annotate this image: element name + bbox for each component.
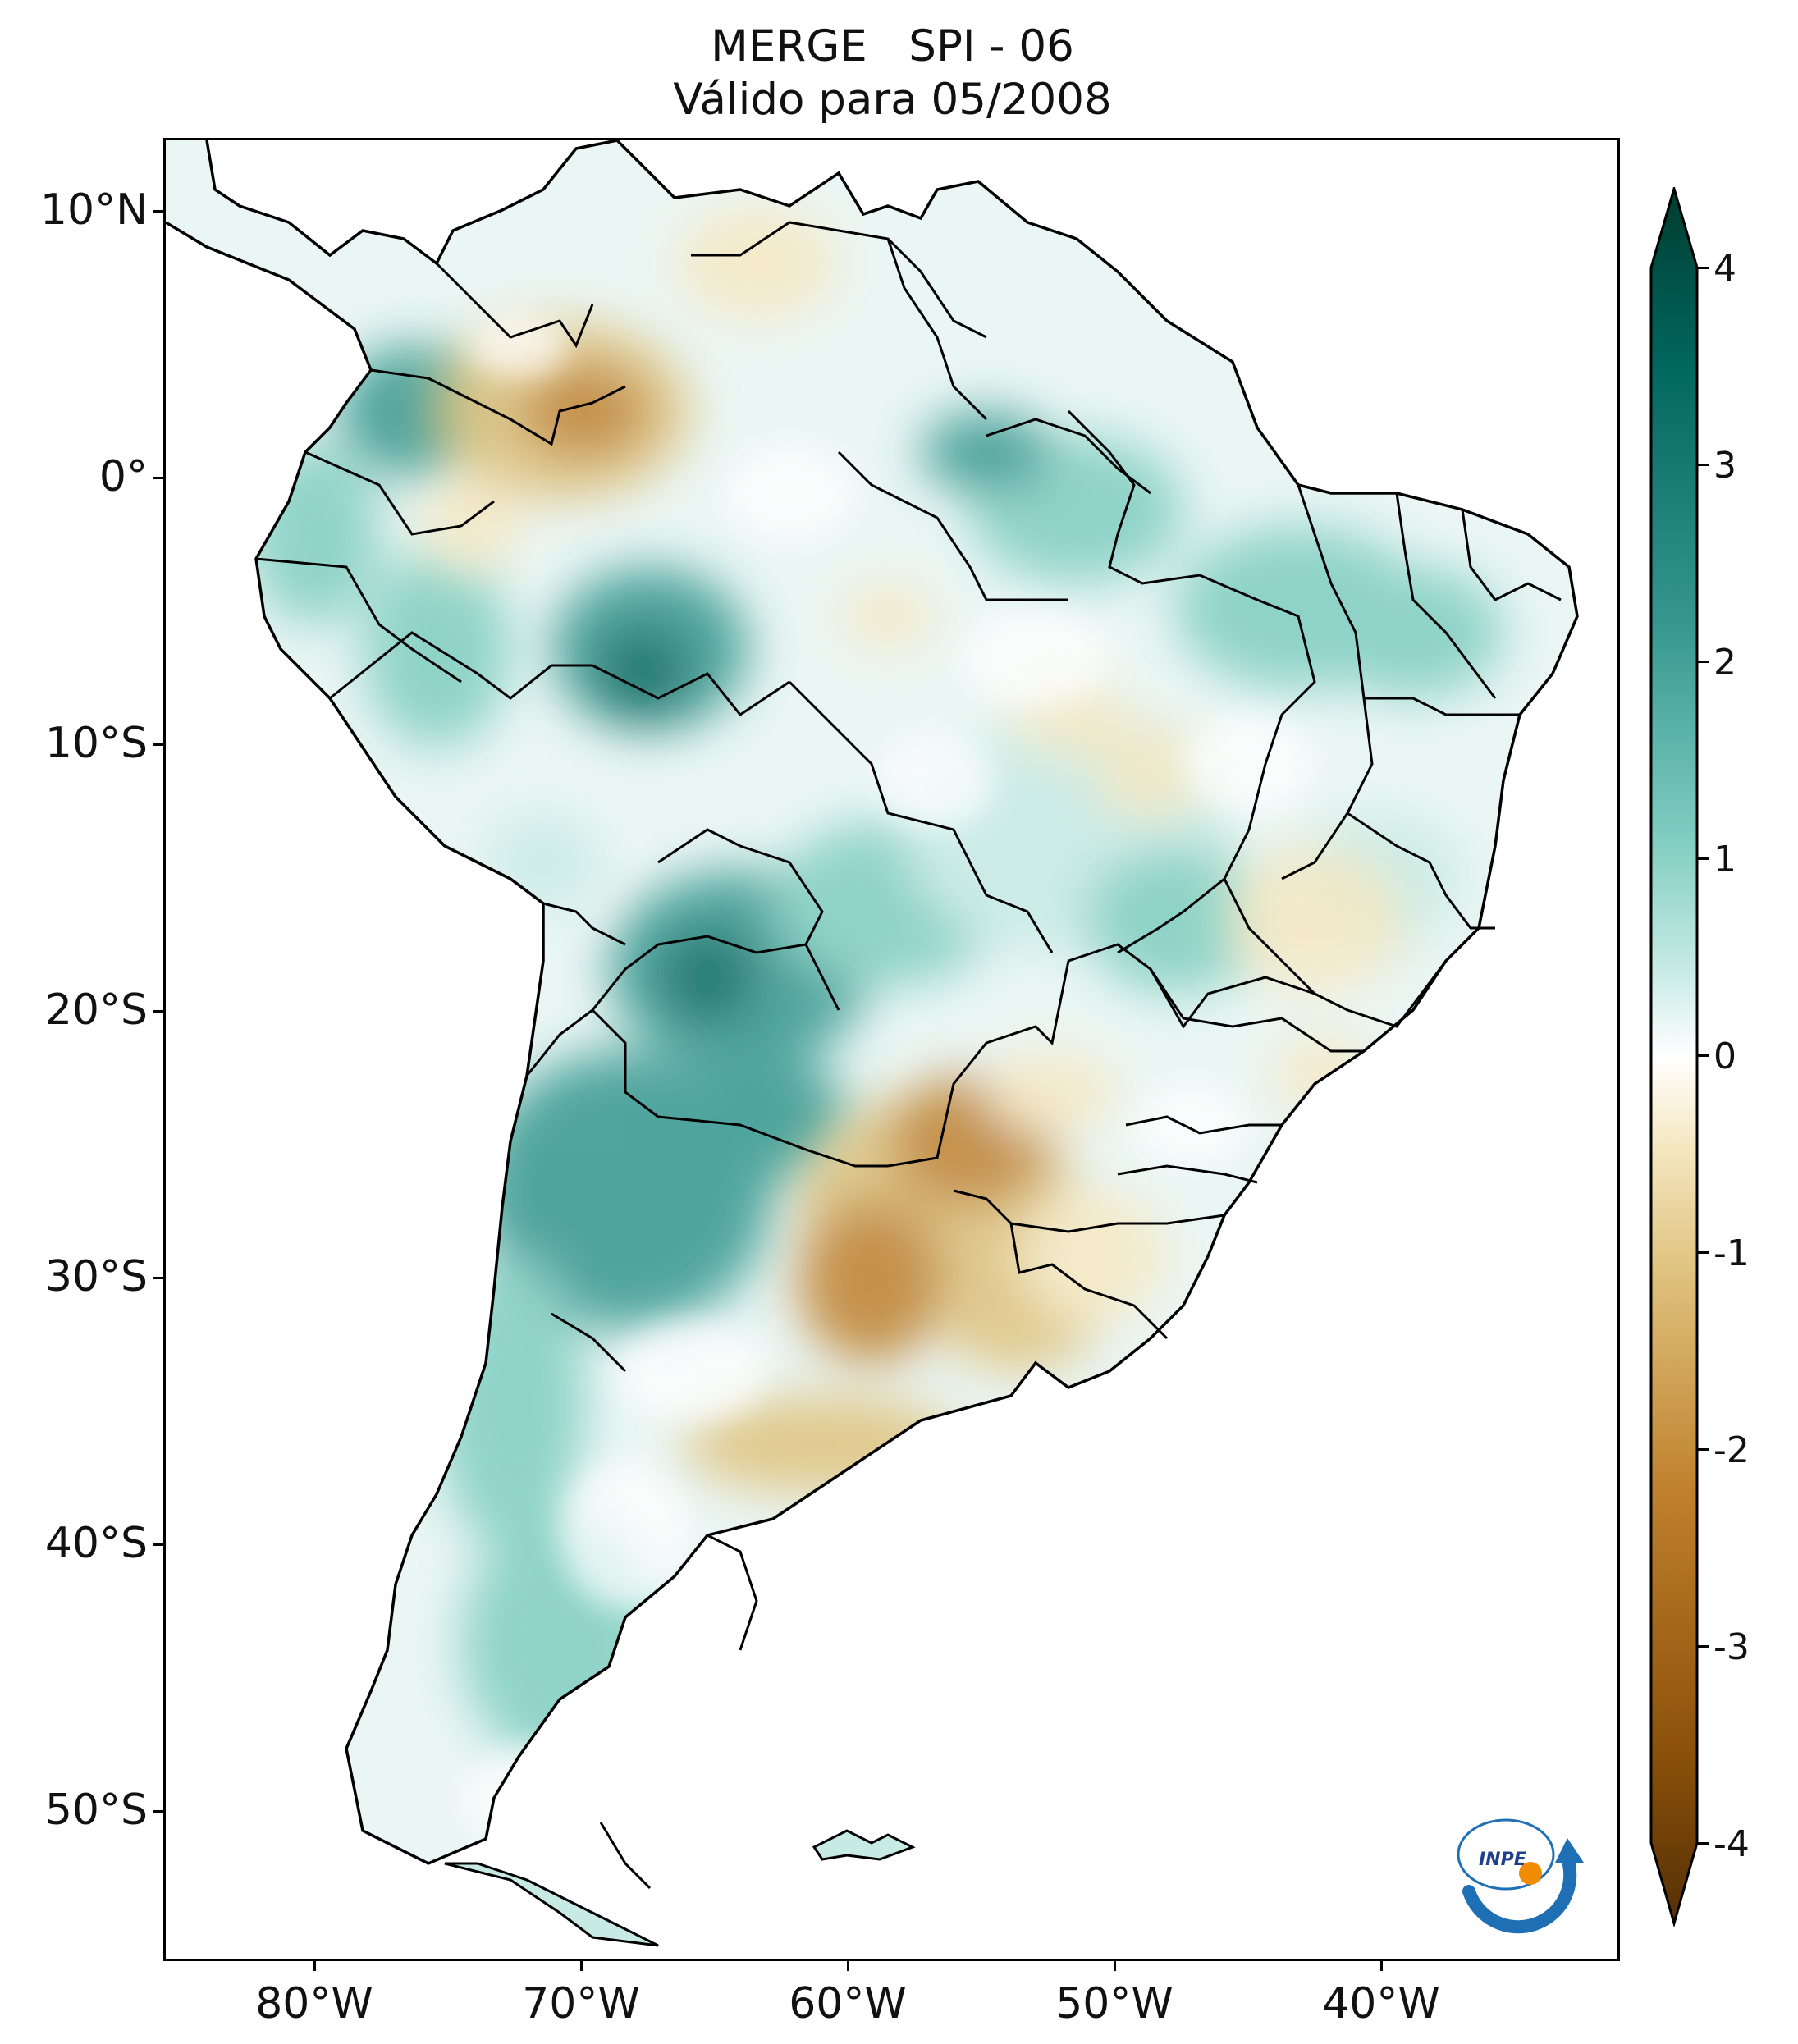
colorbar-tick [1697, 1842, 1709, 1845]
lat-tick [153, 743, 163, 746]
lat-label-10n: 10°N [39, 185, 148, 235]
lat-tick [153, 1810, 163, 1813]
lon-tick [847, 1961, 849, 1971]
falkland-islands [812, 1829, 916, 1861]
colorbar-tick [1697, 1448, 1709, 1451]
lon-label-40w: 40°W [1322, 1979, 1440, 2028]
colorbar-tick [1697, 1645, 1709, 1648]
colorbar-label-neg3: -3 [1713, 1626, 1750, 1668]
lon-label-70w: 70°W [522, 1979, 640, 2028]
borders [255, 221, 1562, 1890]
lat-tick [153, 210, 163, 213]
colorbar-tick [1697, 661, 1709, 663]
lat-label-0: 0° [98, 452, 148, 501]
colorbar-label-4: 4 [1713, 248, 1736, 290]
colorbar-label-neg2: -2 [1713, 1429, 1750, 1471]
colorbar-label-3: 3 [1713, 445, 1736, 487]
map-subtitle: Válido para 05/2008 [673, 75, 1112, 125]
colorbar-tick [1697, 1251, 1709, 1254]
inpe-logo: INPE [1457, 1818, 1584, 1934]
lat-tick [153, 477, 163, 479]
lon-tick [313, 1961, 316, 1971]
spi-field [166, 140, 1577, 1863]
lon-label-80w: 80°W [255, 1979, 373, 2028]
colorbar-tick [1697, 464, 1709, 466]
lon-tick [1380, 1961, 1383, 1971]
map-panel[interactable] [163, 138, 1620, 1961]
lat-label-20s: 20°S [44, 985, 148, 1035]
lon-tick [580, 1961, 583, 1971]
colorbar-tick [1697, 857, 1709, 860]
lat-tick [153, 1543, 163, 1546]
lat-tick [153, 1010, 163, 1013]
lon-label-50w: 50°W [1055, 1979, 1174, 2028]
tierra-del-fuego [444, 1862, 659, 1947]
lon-tick [1114, 1961, 1116, 1971]
south-america-map [166, 140, 1579, 1947]
colorbar-label-neg1: -1 [1713, 1232, 1750, 1274]
lat-tick [153, 1277, 163, 1279]
colorbar-label-0: 0 [1713, 1036, 1736, 1077]
lon-label-60w: 60°W [789, 1979, 907, 2028]
colorbar-tick [1697, 1054, 1709, 1057]
logo-text: INPE [1479, 1850, 1526, 1870]
colorbar-label-2: 2 [1713, 642, 1736, 684]
lat-label-40s: 40°S [44, 1519, 148, 1568]
colorbar-tick [1697, 267, 1709, 269]
lat-label-10s: 10°S [44, 719, 148, 768]
colorbar-label-1: 1 [1713, 839, 1736, 880]
colorbar [1649, 187, 1699, 1927]
coastline [166, 140, 1579, 1865]
colorbar-label-neg4: -4 [1713, 1823, 1750, 1865]
map-title: MERGE SPI - 06 [711, 21, 1074, 71]
lat-label-30s: 30°S [44, 1252, 148, 1301]
lat-label-50s: 50°S [44, 1786, 148, 1835]
